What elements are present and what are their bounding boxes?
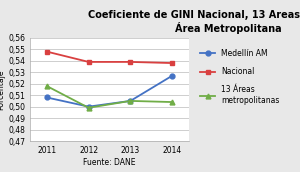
Medellín AM	[129, 100, 132, 102]
13 Áreas
metropolitanas	[45, 85, 49, 87]
X-axis label: Fuente: DANE: Fuente: DANE	[83, 158, 136, 167]
Y-axis label: Porcentaje: Porcentaje	[0, 69, 5, 110]
13 Áreas
metropolitanas	[170, 101, 174, 103]
Line: Medellín AM: Medellín AM	[44, 73, 175, 109]
Nacional	[87, 61, 90, 63]
Medellín AM	[87, 106, 90, 108]
Line: Nacional: Nacional	[44, 49, 175, 66]
Nacional	[45, 51, 49, 53]
Nacional	[129, 61, 132, 63]
13 Áreas
metropolitanas	[129, 100, 132, 102]
Medellín AM	[45, 96, 49, 99]
Title: Coeficiente de GINI Nacional, 13 Areas y Medellín y
Área Metropolitana: Coeficiente de GINI Nacional, 13 Areas y…	[88, 10, 300, 34]
Medellín AM	[170, 75, 174, 77]
13 Áreas
metropolitanas	[87, 107, 90, 109]
Line: 13 Áreas
metropolitanas: 13 Áreas metropolitanas	[44, 84, 175, 110]
Legend: Medellín AM, Nacional, 13 Áreas
metropolitanas: Medellín AM, Nacional, 13 Áreas metropol…	[198, 47, 282, 107]
Nacional	[170, 62, 174, 64]
